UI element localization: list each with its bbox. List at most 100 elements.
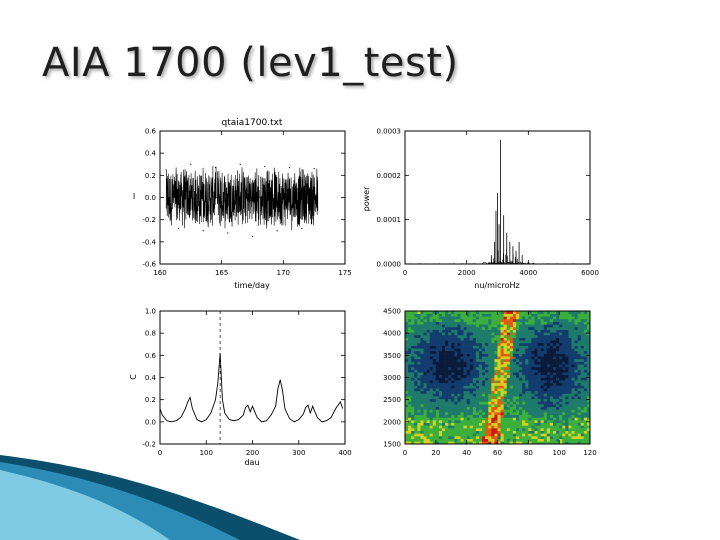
heatmap-cell [525,372,529,376]
heatmap-cell [562,417,566,421]
heatmap-cell [512,345,517,349]
heatmap-cell [448,385,452,389]
heatmap-cell [420,422,424,426]
heatmap-cell [562,422,566,426]
heatmap-cell [497,353,501,357]
heatmap-cell [475,334,480,338]
heatmap-cell [405,433,409,437]
heatmap-cell [438,329,443,333]
heatmap-cell [417,433,421,437]
heatmap-cell [568,361,572,365]
heatmap-cell [516,348,520,352]
heatmap-cell [429,441,434,444]
heatmap-cell [451,390,455,394]
heatmap-cell [426,441,430,444]
heatmap-cell [457,337,461,341]
heatmap-cell [534,332,538,336]
heatmap-cell [586,406,590,410]
heatmap-cell [559,417,563,421]
heatmap-cell [574,377,578,381]
heatmap-cell [509,353,514,357]
data-point [165,169,167,171]
heatmap-cell [479,414,483,418]
heatmap-cell [571,414,575,418]
heatmap-cell [571,425,575,429]
heatmap-cell [454,412,458,416]
heatmap-cell [411,369,415,373]
heatmap-cell [519,404,523,408]
heatmap-cell [553,332,557,336]
heatmap-cell [429,396,434,400]
heatmap-cell [556,417,560,421]
heatmap-cell [553,420,557,424]
timeseries-panel: qtaia1700.txt 160 165 170 175-0.6-0.4-0.20.… [133,118,352,290]
heatmap-cell [432,337,437,341]
heatmap-cell [466,345,471,349]
heatmap-cell [405,364,409,368]
heatmap-cell [559,353,563,357]
heatmap-cell [482,345,486,349]
heatmap-cell [586,366,590,370]
heatmap-cell [568,409,572,413]
heatmap-cell [426,401,430,405]
heatmap-cell [463,334,467,338]
heatmap-cell [503,441,508,444]
heatmap-cell [503,329,508,333]
heatmap-cell [466,406,471,410]
heatmap-cell [448,372,452,376]
heatmap-cell [577,380,582,384]
heatmap-cell [528,337,532,341]
heatmap-cell [583,393,588,397]
heatmap-cell [463,345,467,349]
heatmap-cell [565,412,569,416]
heatmap-cell [559,398,563,402]
heatmap-cell [543,406,548,410]
heatmap-cell [556,350,560,354]
heatmap-cell [426,412,430,416]
heatmap-cell [583,316,588,320]
heatmap-cell [562,412,566,416]
heatmap-cell [479,342,483,346]
heatmap-cell [432,329,437,333]
heatmap-cell [442,334,446,338]
heatmap-cell [488,311,492,314]
heatmap-cell [448,436,452,439]
heatmap-cell [543,313,548,317]
heatmap-cell [482,393,486,397]
heatmap-cell [568,342,572,346]
heatmap-cell [574,428,578,431]
heatmap-cell [463,385,467,389]
heatmap-cell [454,401,458,405]
heatmap-cell [556,372,560,376]
heatmap-cell [469,398,474,402]
heatmap-cell [562,414,566,418]
heatmap-cell [463,321,467,325]
heatmap-cell [420,430,424,434]
heatmap-cell [528,404,532,408]
heatmap-cell [537,366,541,370]
heatmap-cell [500,366,504,370]
heatmap-cell [534,385,538,389]
heatmap-cell [528,406,532,410]
heatmap-cell [451,311,455,314]
heatmap-cell [586,422,590,426]
heatmap-cell [540,353,545,357]
heatmap-cell [553,337,557,341]
heatmap-cell [556,404,560,408]
heatmap-cell [512,398,517,402]
heatmap-cell [522,324,526,328]
heatmap-cell [494,425,498,429]
heatmap-cell [512,425,517,429]
heatmap-cell [423,324,427,328]
heatmap-cell [565,393,569,397]
heatmap-cell [460,361,464,365]
heatmap-cell [438,436,443,439]
heatmap-cell [503,393,508,397]
heatmap-cell [556,358,560,362]
heatmap-cell [411,337,415,341]
heatmap-cell [414,374,418,378]
heatmap-cell [583,350,588,354]
heatmap-cell [574,396,578,400]
heatmap-cell [531,401,535,405]
heatmap-cell [580,318,585,322]
